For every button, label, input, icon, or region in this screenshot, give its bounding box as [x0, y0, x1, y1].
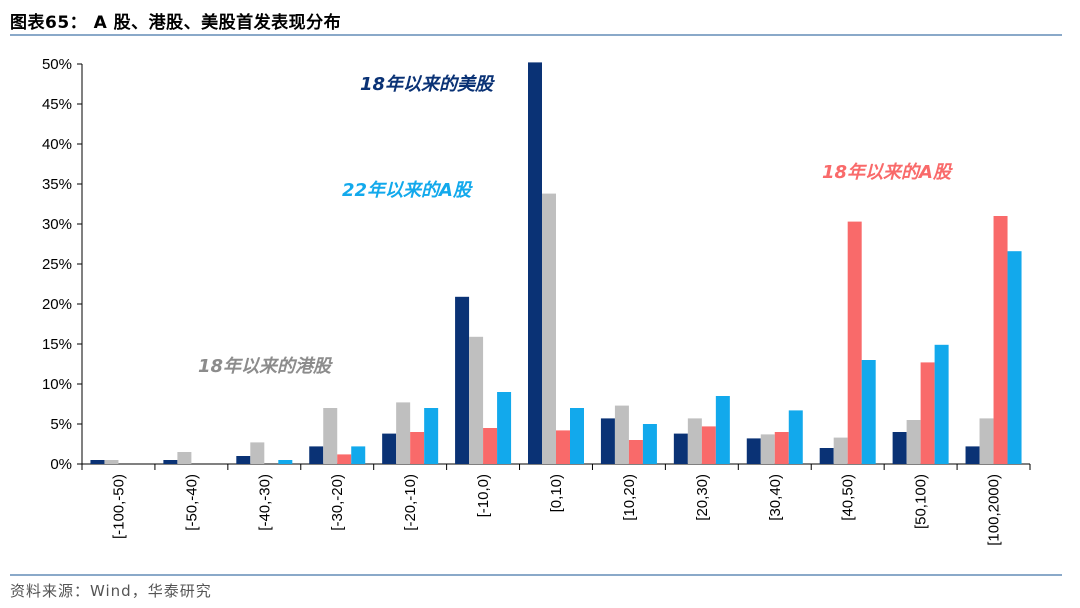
x-category-label: [-30,-20): [329, 474, 346, 531]
y-tick-label: 20%: [42, 296, 72, 313]
bar: [892, 432, 907, 464]
x-category-label: [20,30): [694, 474, 711, 521]
bar: [104, 460, 119, 464]
bar: [614, 405, 629, 464]
x-category-label: [10,20): [621, 474, 638, 521]
y-tick-label: 50%: [42, 56, 72, 73]
bar: [337, 454, 352, 464]
y-tick-label: 25%: [42, 256, 72, 273]
bar: [965, 446, 980, 464]
bar: [628, 440, 643, 464]
bar: [528, 62, 542, 465]
bar: [642, 424, 657, 464]
bar: [701, 426, 716, 464]
bar: [906, 420, 921, 464]
bar: [788, 410, 803, 464]
bar: [746, 438, 761, 464]
bar: [715, 396, 730, 464]
x-category-label: [-40,-30): [256, 474, 273, 531]
bars: [90, 62, 1022, 465]
source-note: 资料来源：Wind，华泰研究: [10, 582, 212, 600]
bar: [396, 402, 411, 464]
bar: [1007, 251, 1022, 464]
bar: [469, 336, 484, 464]
title-divider: [10, 34, 1062, 36]
annotation-a-shares-22: 22年以来的A股: [342, 180, 473, 201]
x-category-label: [30,40): [767, 474, 784, 521]
bar: [90, 460, 105, 464]
bar: [309, 446, 324, 464]
footer-divider: [10, 574, 1062, 576]
bar: [600, 418, 615, 464]
bar: [847, 221, 862, 464]
bar: [979, 418, 994, 464]
y-tick-label: 0%: [50, 456, 72, 473]
bar: [323, 408, 338, 464]
bar: [455, 296, 470, 464]
bar-chart: 0% 5% 10% 15% 20% 25% 30% 35% 40% 45% 50% [-100,-5…: [42, 56, 1031, 546]
bar: [819, 448, 834, 464]
bar: [542, 193, 556, 464]
y-tick-label: 5%: [50, 416, 72, 433]
bar: [410, 432, 425, 464]
figure-title: 图表65： A 股、港股、美股首发表现分布: [10, 13, 342, 33]
bar: [497, 392, 512, 464]
bar: [556, 430, 570, 464]
bar: [570, 408, 584, 464]
x-axis: [-100,-50) [-50,-40) [-40,-30) [-30,-20) [-2…: [81, 463, 1031, 546]
annotation-us-stocks: 18年以来的美股: [360, 74, 495, 95]
x-category-label: [-20,-10): [402, 474, 419, 531]
bar: [687, 418, 702, 464]
x-category-label: [50,100): [913, 474, 930, 529]
bar: [993, 216, 1008, 464]
y-tick-label: 35%: [42, 176, 72, 193]
bar: [673, 433, 688, 464]
bar: [920, 362, 935, 464]
y-axis: 0% 5% 10% 15% 20% 25% 30% 35% 40% 45% 50%: [42, 56, 83, 473]
bar: [163, 460, 178, 464]
bar: [760, 434, 775, 464]
bar: [250, 442, 265, 464]
x-category-label: [-10,0): [475, 474, 492, 517]
x-category-label: [-100,-50): [110, 474, 127, 539]
annotation-a-shares-18: 18年以来的A股: [822, 162, 953, 183]
bar: [351, 446, 366, 464]
annotation-hk-stocks: 18年以来的港股: [198, 356, 333, 377]
y-tick-label: 45%: [42, 96, 72, 113]
x-category-label: [0,10): [548, 474, 565, 512]
bar: [774, 432, 789, 464]
bar: [382, 433, 397, 464]
bar: [424, 408, 439, 464]
y-tick-label: 30%: [42, 216, 72, 233]
x-category-label: [-50,-40): [183, 474, 200, 531]
bar: [861, 360, 876, 464]
x-category-label: [40,50): [840, 474, 857, 521]
bar: [177, 452, 192, 464]
bar: [483, 428, 498, 464]
y-tick-label: 10%: [42, 376, 72, 393]
y-tick-label: 40%: [42, 136, 72, 153]
bar: [934, 344, 949, 464]
y-tick-label: 15%: [42, 336, 72, 353]
bar: [236, 456, 251, 464]
x-category-label: [100,2000): [986, 474, 1003, 546]
bar: [278, 460, 293, 464]
bar: [833, 437, 848, 464]
